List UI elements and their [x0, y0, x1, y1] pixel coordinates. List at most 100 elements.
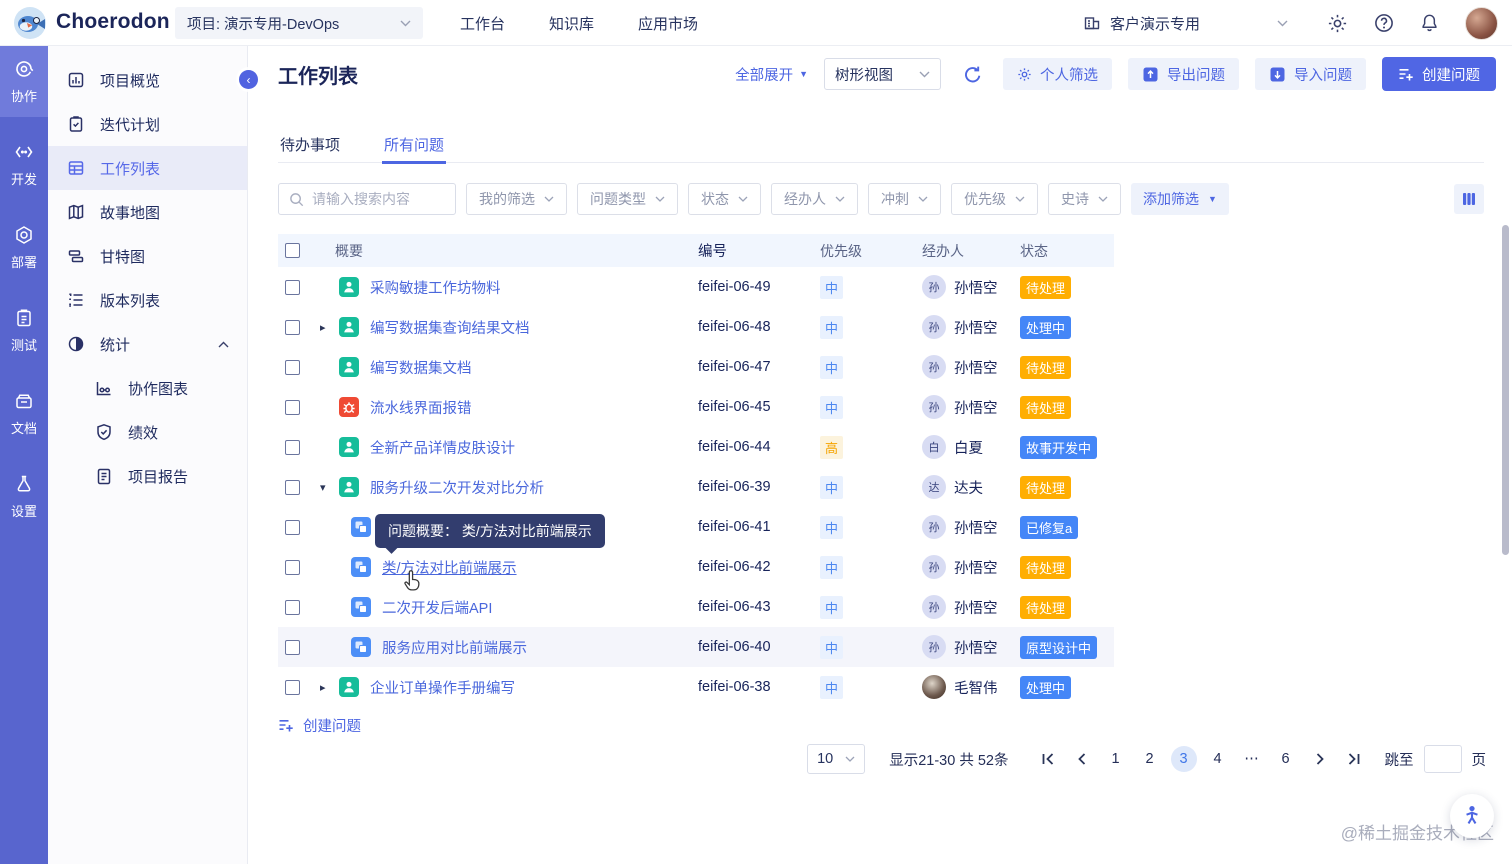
- row-checkbox[interactable]: [285, 559, 300, 575]
- table-row[interactable]: 流水线界面报错 feifei-06-45 中 孙孙悟空 待处理: [278, 387, 1114, 427]
- issue-summary-link[interactable]: 编写数据集文档: [370, 360, 472, 377]
- status-chip[interactable]: 故事开发中: [1020, 435, 1098, 459]
- page-number[interactable]: 1: [1111, 751, 1120, 767]
- prev-page-button[interactable]: [1069, 746, 1095, 772]
- menu-item-version-list[interactable]: 版本列表: [48, 278, 247, 322]
- rail-item-deploy[interactable]: 部署: [0, 212, 48, 283]
- issue-summary-link[interactable]: 类/方法对比前端展示: [382, 560, 517, 577]
- priority-chip[interactable]: 中: [820, 635, 843, 659]
- column-header-assignee[interactable]: 经办人: [922, 242, 964, 259]
- refresh-button[interactable]: [957, 58, 987, 90]
- notification-bell-icon[interactable]: [1419, 13, 1440, 34]
- search-box[interactable]: [278, 183, 456, 215]
- menu-item-collab-charts[interactable]: 协作图表: [48, 366, 247, 410]
- column-settings-button[interactable]: [1454, 184, 1484, 214]
- issue-summary-link[interactable]: 全新产品详情皮肤设计: [370, 440, 515, 457]
- status-chip[interactable]: 待处理: [1020, 475, 1072, 499]
- priority-chip[interactable]: 中: [820, 275, 843, 299]
- rail-item-collaboration[interactable]: 协作: [0, 46, 48, 117]
- priority-chip[interactable]: 中: [820, 395, 843, 419]
- filter-sprint[interactable]: 冲刺: [868, 183, 941, 215]
- menu-item-statistics[interactable]: 统计: [48, 322, 247, 366]
- filter-issue-type[interactable]: 问题类型: [577, 183, 678, 215]
- page-number-active[interactable]: 3: [1170, 746, 1197, 772]
- column-header-status[interactable]: 状态: [1020, 242, 1048, 259]
- view-mode-select[interactable]: 树形视图: [824, 58, 941, 90]
- rail-item-test[interactable]: 测试: [0, 295, 48, 366]
- row-checkbox[interactable]: [285, 599, 300, 615]
- status-chip[interactable]: 待处理: [1020, 595, 1072, 619]
- page-number[interactable]: 6: [1281, 751, 1290, 767]
- create-issue-inline-link[interactable]: 创建问题: [278, 710, 361, 740]
- status-chip[interactable]: 原型设计中: [1020, 635, 1098, 659]
- priority-chip[interactable]: 中: [820, 555, 843, 579]
- project-selector[interactable]: 项目: 演示专用-DevOps: [175, 7, 423, 39]
- tab-todo[interactable]: 待办事项: [280, 137, 341, 154]
- page-number[interactable]: 4: [1213, 751, 1222, 767]
- issue-summary-link[interactable]: 企业订单操作手册编写: [370, 680, 515, 697]
- expand-all-button[interactable]: 全部展开 ▼: [735, 64, 808, 85]
- menu-item-work-list[interactable]: 工作列表: [48, 146, 247, 190]
- page-size-select[interactable]: 10: [807, 744, 866, 774]
- status-chip[interactable]: 待处理: [1020, 355, 1072, 379]
- table-row[interactable]: 类/方法对比前端展示 feifei-06-42 中 孙孙悟空 待处理: [278, 547, 1114, 587]
- org-selector[interactable]: 客户演示专用: [1083, 13, 1288, 34]
- filter-epic[interactable]: 史诗: [1048, 183, 1121, 215]
- row-checkbox[interactable]: [285, 439, 300, 455]
- nav-app-market[interactable]: 应用市场: [638, 15, 699, 33]
- menu-item-project-report[interactable]: 项目报告: [48, 454, 247, 498]
- filter-status[interactable]: 状态: [688, 183, 761, 215]
- row-checkbox[interactable]: [285, 679, 300, 695]
- status-chip[interactable]: 处理中: [1020, 675, 1072, 699]
- menu-item-story-map[interactable]: 故事地图: [48, 190, 247, 234]
- settings-gear-icon[interactable]: [1327, 13, 1348, 34]
- search-input[interactable]: [312, 191, 442, 207]
- rail-item-docs[interactable]: 文档: [0, 378, 48, 449]
- help-icon[interactable]: [1373, 13, 1394, 34]
- priority-chip[interactable]: 中: [820, 595, 843, 619]
- row-checkbox[interactable]: [285, 399, 300, 415]
- row-checkbox[interactable]: [285, 479, 300, 495]
- nav-workbench[interactable]: 工作台: [460, 15, 506, 33]
- table-row[interactable]: 服务应用对比前端展示 feifei-06-40 中 孙孙悟空 原型设计中: [278, 627, 1114, 667]
- priority-chip[interactable]: 中: [820, 315, 843, 339]
- issue-summary-link[interactable]: 流水线界面报错: [370, 400, 472, 417]
- menu-item-gantt[interactable]: 甘特图: [48, 234, 247, 278]
- issue-summary-link[interactable]: 采购敏捷工作坊物料: [370, 280, 501, 297]
- expand-caret-icon[interactable]: ▸: [320, 681, 326, 694]
- first-page-button[interactable]: [1035, 746, 1061, 772]
- priority-chip[interactable]: 中: [820, 675, 843, 699]
- add-filter-button[interactable]: 添加筛选 ▼: [1131, 183, 1229, 215]
- status-chip[interactable]: 待处理: [1020, 275, 1072, 299]
- user-avatar[interactable]: [1465, 6, 1498, 40]
- issue-summary-link[interactable]: 服务应用对比前端展示: [382, 640, 527, 657]
- table-row[interactable]: 二次开发后端API feifei-06-43 中 孙孙悟空 待处理: [278, 587, 1114, 627]
- menu-item-iteration-plan[interactable]: 迭代计划: [48, 102, 247, 146]
- menu-item-project-overview[interactable]: 项目概览: [48, 58, 247, 102]
- create-issue-button[interactable]: 创建问题: [1382, 57, 1496, 91]
- issue-summary-link[interactable]: 二次开发后端API: [382, 600, 493, 617]
- expand-caret-icon[interactable]: ▾: [320, 481, 326, 494]
- table-row[interactable]: 采购敏捷工作坊物料 feifei-06-49 中 孙孙悟空 待处理: [278, 267, 1114, 307]
- row-checkbox[interactable]: [285, 519, 300, 535]
- tab-all-issues[interactable]: 所有问题: [382, 126, 447, 164]
- personal-filter-button[interactable]: 个人筛选: [1003, 58, 1112, 90]
- menu-item-performance[interactable]: 绩效: [48, 410, 247, 454]
- expand-caret-icon[interactable]: ▸: [320, 321, 326, 334]
- floating-assistant-button[interactable]: [1450, 794, 1494, 838]
- table-row[interactable]: ▸ 企业订单操作手册编写 feifei-06-38 中 毛智伟 处理中: [278, 667, 1114, 707]
- status-chip[interactable]: 已修复a: [1020, 515, 1079, 539]
- rail-item-development[interactable]: 开发: [0, 129, 48, 200]
- page-ellipsis[interactable]: ⋯: [1244, 751, 1259, 767]
- status-chip[interactable]: 待处理: [1020, 395, 1072, 419]
- issue-summary-link[interactable]: 编写数据集查询结果文档: [370, 320, 530, 337]
- row-checkbox[interactable]: [285, 639, 300, 655]
- priority-chip[interactable]: 中: [820, 475, 843, 499]
- rail-item-settings[interactable]: 设置: [0, 461, 48, 532]
- column-header-priority[interactable]: 优先级: [820, 242, 862, 259]
- import-issues-button[interactable]: 导入问题: [1255, 58, 1366, 90]
- table-row[interactable]: ▸ 编写数据集查询结果文档 feifei-06-48 中 孙孙悟空 处理中: [278, 307, 1114, 347]
- last-page-button[interactable]: [1341, 746, 1367, 772]
- priority-chip[interactable]: 中: [820, 515, 843, 539]
- row-checkbox[interactable]: [285, 359, 300, 375]
